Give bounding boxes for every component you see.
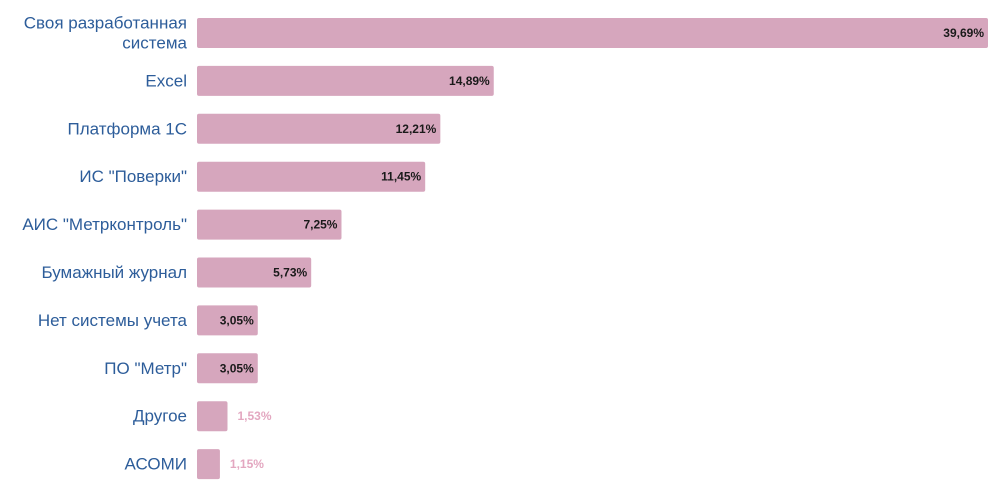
category-label: ПО "Метр" [104,359,187,378]
category-label: Нет системы учета [38,311,188,330]
value-label: 14,89% [449,74,490,88]
bar [197,18,988,48]
category-label: Платформа 1С [68,119,188,138]
bar [197,449,220,480]
bar [197,305,258,336]
bar [197,65,494,96]
value-label: 1,15% [230,457,264,471]
value-label: 7,25% [303,218,337,232]
value-label: 12,21% [396,122,437,136]
bar [197,113,441,144]
value-label: 3,05% [220,313,254,327]
category-label: система [122,34,187,53]
value-label: 5,73% [273,266,307,280]
bar [197,353,258,384]
value-label: 1,53% [237,409,271,423]
bar [197,209,342,240]
category-label: АИС "Метрконтроль" [22,215,187,234]
category-label: Бумажный журнал [41,263,187,282]
category-label: Своя разработанная [24,14,187,33]
value-label: 39,69% [943,26,984,40]
category-label: АСОМИ [125,455,187,474]
bar [197,161,426,192]
bar [197,401,228,432]
bar [197,257,312,288]
category-label: Другое [133,407,187,426]
category-label: ИС "Поверки" [79,167,187,186]
category-label: Excel [145,71,187,90]
value-label: 3,05% [220,361,254,375]
value-label: 11,45% [381,170,421,184]
